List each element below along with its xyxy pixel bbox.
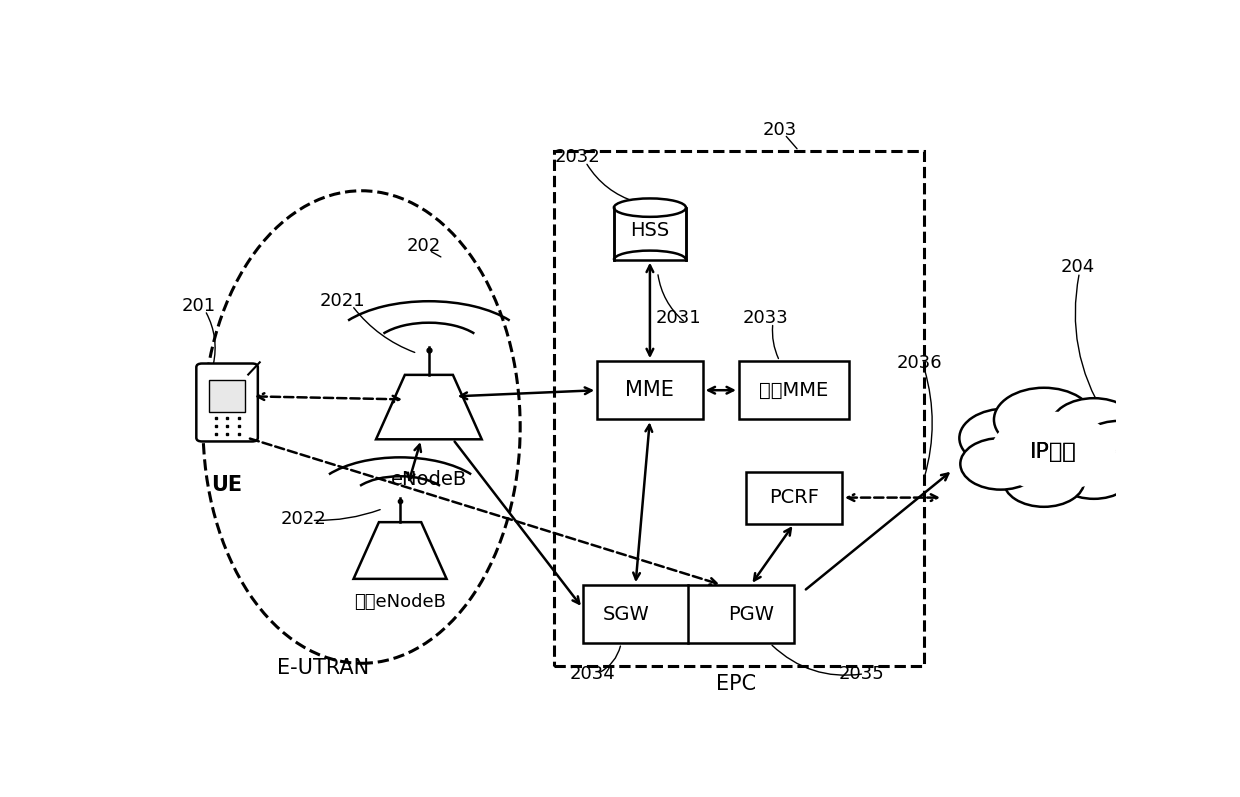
FancyBboxPatch shape [583, 585, 794, 643]
Text: 2036: 2036 [897, 354, 942, 371]
Text: UE: UE [212, 475, 243, 495]
FancyBboxPatch shape [596, 361, 703, 419]
Circle shape [960, 438, 1042, 489]
Text: 2035: 2035 [838, 665, 884, 683]
Circle shape [1050, 398, 1137, 453]
FancyBboxPatch shape [614, 208, 686, 260]
Text: 201: 201 [181, 296, 216, 315]
Circle shape [994, 388, 1094, 452]
Text: 202: 202 [407, 237, 441, 255]
Circle shape [1003, 455, 1084, 507]
Text: PCRF: PCRF [769, 488, 820, 507]
Circle shape [960, 409, 1052, 468]
Circle shape [991, 412, 1116, 492]
Text: 2034: 2034 [569, 665, 615, 683]
Text: 2033: 2033 [743, 308, 789, 327]
Text: 204: 204 [1060, 258, 1095, 277]
FancyBboxPatch shape [739, 361, 849, 419]
Text: 2021: 2021 [320, 292, 366, 310]
Text: SGW: SGW [603, 605, 650, 624]
Polygon shape [353, 522, 446, 579]
Text: IP业务: IP业务 [1030, 442, 1076, 461]
Circle shape [1079, 421, 1159, 473]
FancyBboxPatch shape [208, 380, 246, 412]
Circle shape [1054, 447, 1135, 499]
Text: eNodeB: eNodeB [391, 469, 467, 489]
Text: IP业务: IP业务 [1030, 442, 1076, 461]
Text: HSS: HSS [630, 221, 670, 240]
Text: MME: MME [625, 380, 675, 400]
Text: PGW: PGW [728, 605, 774, 624]
Text: 其它eNodeB: 其它eNodeB [355, 593, 446, 611]
Text: 2022: 2022 [281, 510, 327, 528]
Polygon shape [376, 375, 481, 439]
Text: EPC: EPC [717, 673, 756, 693]
Ellipse shape [614, 198, 686, 217]
Text: 其它MME: 其它MME [759, 381, 828, 400]
Text: 2031: 2031 [656, 308, 702, 327]
FancyBboxPatch shape [746, 472, 842, 524]
Text: 2032: 2032 [556, 148, 600, 166]
Text: 203: 203 [763, 121, 797, 139]
Text: E-UTRAN: E-UTRAN [277, 658, 370, 677]
FancyBboxPatch shape [196, 363, 258, 442]
